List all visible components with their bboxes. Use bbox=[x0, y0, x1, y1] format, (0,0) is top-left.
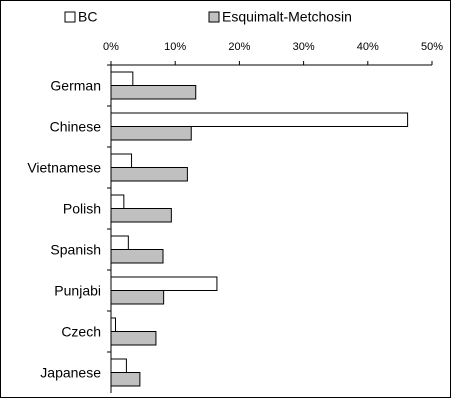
category-label-punjabi: Punjabi bbox=[54, 283, 101, 299]
bar-bc-vietnamese bbox=[110, 153, 133, 168]
category-label-czech: Czech bbox=[61, 324, 101, 340]
category-label-polish: Polish bbox=[63, 201, 101, 217]
category-labels: German Chinese Vietnamese Polish Spanish Punj… bbox=[27, 78, 101, 381]
x-axis-ticks: 0% 10% 20% 30% 40% 50% bbox=[103, 41, 443, 65]
x-tick-label: 10% bbox=[164, 41, 186, 53]
legend-label-esquimalt-metchosin: Esquimalt-Metchosin bbox=[222, 9, 352, 25]
bar-bc-polish bbox=[110, 194, 125, 209]
bar-esquimalt-metchosin-polish bbox=[110, 208, 172, 223]
category-label-japanese: Japanese bbox=[40, 365, 101, 381]
bar-bc-spanish bbox=[110, 235, 129, 250]
category-label-vietnamese: Vietnamese bbox=[27, 160, 101, 176]
bars bbox=[110, 71, 409, 387]
legend-swatch-esquimalt-metchosin bbox=[208, 11, 220, 23]
bar-esquimalt-metchosin-german bbox=[110, 85, 197, 100]
bar-esquimalt-metchosin-chinese bbox=[110, 126, 192, 141]
legend: BC Esquimalt-Metchosin bbox=[64, 9, 352, 25]
x-tick-label: 50% bbox=[421, 41, 443, 53]
bar-esquimalt-metchosin-czech bbox=[110, 331, 157, 346]
bar-esquimalt-metchosin-spanish bbox=[110, 249, 164, 264]
bar-bc-japanese bbox=[110, 358, 127, 373]
category-label-german: German bbox=[50, 78, 101, 94]
bar-esquimalt-metchosin-japanese bbox=[110, 372, 141, 387]
bar-bc-german bbox=[110, 71, 134, 86]
x-tick-label: 30% bbox=[293, 41, 315, 53]
bar-bc-punjabi bbox=[110, 276, 218, 291]
x-tick-label: 40% bbox=[357, 41, 379, 53]
x-tick-label: 20% bbox=[228, 41, 250, 53]
x-tick-label: 0% bbox=[103, 41, 119, 53]
bar-bc-czech bbox=[110, 317, 116, 332]
legend-label-bc: BC bbox=[78, 9, 97, 25]
bar-esquimalt-metchosin-punjabi bbox=[110, 290, 165, 305]
bar-bc-chinese bbox=[110, 112, 409, 127]
category-label-spanish: Spanish bbox=[50, 242, 101, 258]
legend-swatch-bc bbox=[64, 11, 76, 23]
bar-esquimalt-metchosin-vietnamese bbox=[110, 167, 188, 182]
category-label-chinese: Chinese bbox=[50, 119, 102, 135]
